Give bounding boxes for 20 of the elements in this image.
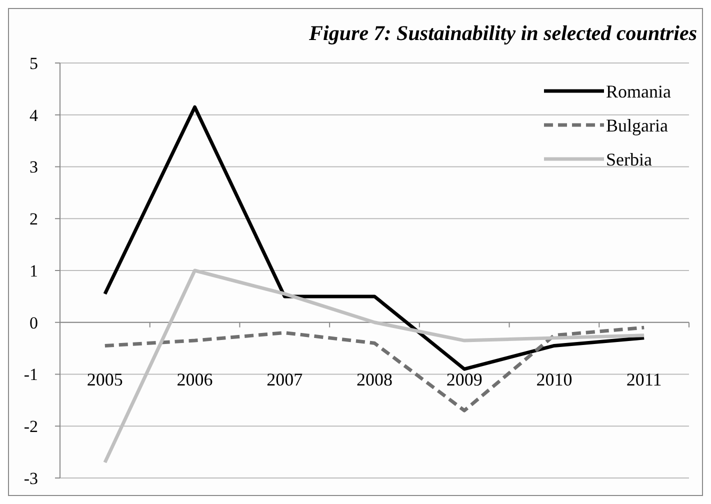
y-tick-label: 5 bbox=[30, 54, 38, 73]
y-tick-label: 1 bbox=[30, 261, 38, 280]
y-tick-label: -2 bbox=[24, 417, 38, 436]
x-tick-label: 2007 bbox=[266, 369, 303, 390]
legend-label: Serbia bbox=[606, 149, 652, 170]
x-tick-label: 2008 bbox=[356, 369, 392, 390]
legend-label: Romania bbox=[606, 81, 671, 102]
y-tick-label: -3 bbox=[24, 468, 38, 488]
x-tick-label: 2006 bbox=[176, 369, 213, 390]
y-tick-label: 4 bbox=[30, 106, 38, 125]
legend-label: Bulgaria bbox=[606, 115, 668, 136]
x-tick-label: 2010 bbox=[536, 369, 572, 390]
y-tick-label: 0 bbox=[30, 313, 38, 332]
y-tick-label: 3 bbox=[30, 158, 38, 177]
y-tick-label: 2 bbox=[30, 210, 38, 229]
chart-title: Figure 7: Sustainability in selected countries bbox=[308, 21, 697, 45]
x-tick-label: 2011 bbox=[626, 369, 662, 390]
x-tick-label: 2005 bbox=[86, 369, 123, 390]
x-tick-label: 2009 bbox=[446, 369, 482, 390]
y-tick-label: -1 bbox=[24, 365, 38, 384]
